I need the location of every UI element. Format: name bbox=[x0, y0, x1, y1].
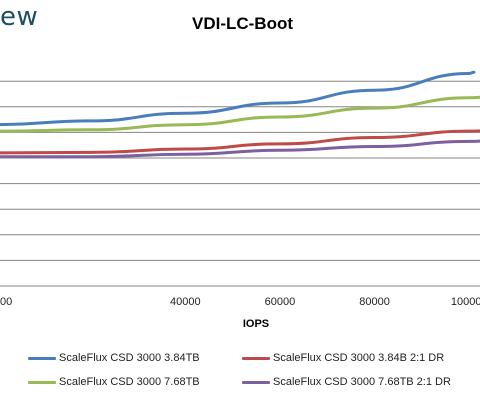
series-lines bbox=[0, 70, 480, 159]
x-tick-label: 80000 bbox=[359, 296, 390, 308]
x-tick-label: 60000 bbox=[265, 296, 296, 308]
x-axis-label: IOPS bbox=[243, 318, 269, 330]
chart-title: VDI-LC-Boot bbox=[191, 14, 294, 33]
series-line-3 bbox=[0, 95, 480, 133]
legend-item-7-68tb-2-1-dr: ScaleFlux CSD 3000 7.68TB 2:1 DR bbox=[242, 376, 451, 388]
legend-item-3-84tb: ScaleFlux CSD 3000 3.84TB bbox=[28, 352, 200, 364]
legend-swatch bbox=[28, 380, 56, 384]
legend-item-3-84b-2-1-dr: ScaleFlux CSD 3000 3.84B 2:1 DR bbox=[242, 352, 444, 364]
legend: ScaleFlux CSD 3000 3.84TB ScaleFlux CSD … bbox=[28, 346, 478, 396]
brand-logo-text: ew bbox=[0, 2, 39, 32]
x-tick-label: 00 bbox=[0, 296, 12, 308]
line-chart: 00 40000 60000 80000 100000 IOPS bbox=[0, 70, 480, 330]
legend-label: ScaleFlux CSD 3000 7.68TB 2:1 DR bbox=[273, 376, 451, 388]
legend-label: ScaleFlux CSD 3000 7.68TB bbox=[59, 376, 200, 388]
legend-swatch bbox=[242, 380, 270, 384]
x-tick-labels: 00 40000 60000 80000 100000 bbox=[0, 296, 480, 308]
x-tick-label: 100000 bbox=[451, 296, 480, 308]
series-line-1 bbox=[0, 70, 476, 127]
series-line-4 bbox=[0, 139, 480, 159]
x-tick-label: 40000 bbox=[170, 296, 201, 308]
legend-swatch bbox=[242, 356, 270, 360]
legend-label: ScaleFlux CSD 3000 3.84TB bbox=[59, 352, 200, 364]
series-line-2 bbox=[0, 129, 480, 155]
legend-item-7-68tb: ScaleFlux CSD 3000 7.68TB bbox=[28, 376, 200, 388]
legend-swatch bbox=[28, 356, 56, 360]
legend-label: ScaleFlux CSD 3000 3.84B 2:1 DR bbox=[273, 352, 445, 364]
